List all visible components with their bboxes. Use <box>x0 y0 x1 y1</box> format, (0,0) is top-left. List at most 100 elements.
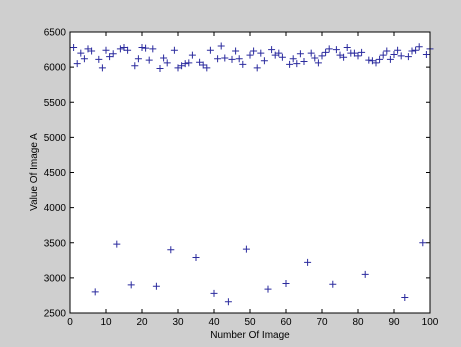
data-point <box>289 55 297 63</box>
data-point <box>98 64 106 72</box>
data-point <box>246 51 254 59</box>
y-tick-label: 2500 <box>44 309 67 320</box>
data-point <box>336 51 344 59</box>
data-point <box>404 53 412 61</box>
data-point <box>181 60 189 68</box>
data-point <box>412 46 420 54</box>
data-point <box>383 47 391 55</box>
data-point <box>332 46 340 54</box>
data-point <box>286 60 294 68</box>
data-point <box>106 53 114 61</box>
data-point <box>368 57 376 65</box>
data-point <box>386 55 394 63</box>
data-point <box>102 46 110 54</box>
x-tick-label: 90 <box>388 317 400 328</box>
data-point <box>228 55 236 63</box>
data-point <box>167 246 175 254</box>
data-point <box>138 43 146 51</box>
x-tick-label: 30 <box>172 317 184 328</box>
y-tick-label: 5000 <box>44 133 67 144</box>
data-point <box>278 53 286 61</box>
data-point <box>350 49 358 57</box>
data-point <box>379 51 387 59</box>
data-point <box>88 47 96 55</box>
data-point <box>80 55 88 63</box>
data-point <box>91 288 99 296</box>
data-point <box>314 59 322 67</box>
data-point <box>282 279 290 287</box>
data-point <box>178 62 186 70</box>
y-axis-label: Value Of Image A <box>29 133 40 211</box>
data-point <box>196 58 204 66</box>
x-tick-label: 20 <box>136 317 148 328</box>
data-point <box>156 65 164 73</box>
data-point <box>419 239 427 247</box>
data-point <box>116 45 124 53</box>
data-point <box>235 55 243 63</box>
data-point <box>260 57 268 65</box>
x-tick-label: 10 <box>100 317 112 328</box>
data-point <box>340 53 348 61</box>
x-tick-label: 80 <box>352 317 364 328</box>
data-point <box>120 43 128 51</box>
data-point <box>343 43 351 51</box>
data-point <box>354 52 362 60</box>
data-point <box>242 245 250 253</box>
data-point <box>422 50 430 58</box>
data-point <box>149 45 157 53</box>
data-point <box>390 50 398 58</box>
data-point <box>401 294 409 302</box>
data-markers <box>70 42 434 306</box>
x-tick-label: 70 <box>316 317 328 328</box>
y-tick-label: 6500 <box>44 28 67 39</box>
axis-tick-labels: 0 10 20 30 40 50 60 70 80 90 100 2500 3000 3500 4000 45… <box>44 28 439 329</box>
y-tick-label: 5500 <box>44 98 67 109</box>
data-point <box>268 46 276 54</box>
data-point <box>163 59 171 67</box>
data-point <box>160 54 168 62</box>
y-tick-label: 4500 <box>44 168 67 179</box>
plot-area <box>70 32 430 313</box>
data-point <box>253 64 261 72</box>
data-point <box>271 51 279 59</box>
data-point <box>224 298 232 306</box>
data-point <box>73 60 81 68</box>
data-point <box>325 45 333 53</box>
data-point <box>77 49 85 57</box>
data-point <box>142 44 150 52</box>
data-point <box>293 60 301 68</box>
data-point <box>174 64 182 72</box>
y-tick-label: 4000 <box>44 203 67 214</box>
data-point <box>210 289 218 297</box>
data-point <box>199 61 207 69</box>
data-point <box>239 60 247 68</box>
data-point <box>232 47 240 55</box>
data-point <box>109 50 117 58</box>
data-point <box>304 258 312 266</box>
x-tick-label: 40 <box>208 317 220 328</box>
x-tick-label: 100 <box>422 317 439 328</box>
data-point <box>296 50 304 58</box>
data-point <box>214 55 222 63</box>
y-tick-label: 6000 <box>44 63 67 74</box>
data-point <box>275 49 283 57</box>
data-point <box>365 56 373 64</box>
x-tick-label: 60 <box>280 317 292 328</box>
data-point <box>192 254 200 262</box>
data-point <box>376 55 384 63</box>
data-point <box>397 52 405 60</box>
data-point <box>203 64 211 72</box>
data-point <box>152 282 160 290</box>
data-point <box>307 49 315 57</box>
data-point <box>329 280 337 288</box>
data-point <box>95 55 103 63</box>
data-point <box>84 45 92 53</box>
data-point <box>311 54 319 62</box>
data-point <box>358 48 366 56</box>
data-point <box>206 46 214 54</box>
data-point <box>250 47 258 55</box>
data-point <box>134 55 142 63</box>
data-point <box>170 46 178 54</box>
data-point <box>408 47 416 55</box>
x-axis-label: Number Of Image <box>210 330 290 341</box>
